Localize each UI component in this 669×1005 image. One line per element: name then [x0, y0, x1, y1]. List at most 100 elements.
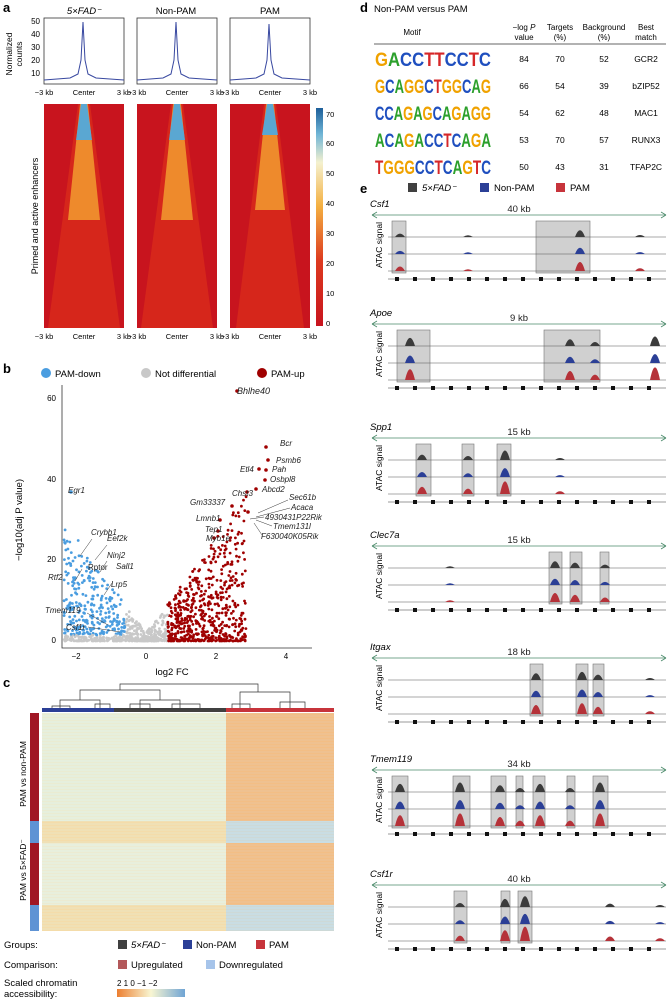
volcano-point: [217, 617, 221, 621]
volcano-point: [219, 629, 223, 633]
volcano-point: [243, 601, 247, 605]
volcano-point: [233, 542, 237, 546]
volcano-point: [215, 611, 219, 615]
volcano-point: [177, 605, 181, 609]
xtick-a3-right: 3 kb: [303, 88, 317, 97]
volcano-point: [230, 583, 234, 587]
volcano-point: [245, 490, 249, 494]
volcano-point: [115, 637, 119, 641]
track-exon: [467, 947, 471, 951]
volcano-point: [195, 619, 199, 623]
volcano-point: [187, 595, 191, 598]
volcano-point: [103, 619, 106, 622]
volcano-point: [85, 565, 89, 569]
volcano-point: [219, 598, 223, 602]
enhancer-heatmaps: [44, 104, 310, 328]
volcano-point: [67, 556, 70, 560]
profile-box-pam: [229, 17, 311, 85]
legend-group-pam: PAM: [269, 940, 289, 951]
volcano-point: [149, 627, 153, 631]
hm-xtick-3c: Center: [259, 332, 282, 341]
legend-down: PAM-down: [55, 369, 101, 380]
volcano-xticks: −2 0 2 4: [71, 652, 288, 661]
volcano-point: [65, 598, 68, 601]
volcano-point: [192, 639, 196, 643]
volcano-point: [185, 587, 188, 591]
leader-7: [87, 626, 121, 633]
volcano-point: [227, 594, 231, 598]
volcano-point: [243, 617, 247, 621]
volcano-point: [212, 536, 216, 540]
track-peak: [550, 593, 560, 602]
track-exon: [539, 386, 543, 390]
motif-match: GCR2: [634, 54, 658, 64]
volcano-point: [105, 636, 109, 640]
volcano-point: [80, 555, 84, 558]
volcano-point: [181, 638, 184, 642]
volcano-point: [263, 478, 267, 482]
volcano-point: [173, 613, 177, 617]
volcano-point: [142, 632, 146, 636]
track-exon: [431, 386, 435, 390]
side-bar-up-2: [30, 843, 39, 905]
volcano-point: [176, 615, 180, 619]
gene-track-csf1r: Csf1r 40 kb ATAC signal: [370, 869, 667, 951]
volcano-point: [199, 590, 203, 593]
volcano-point: [105, 631, 109, 634]
volcano-gene-labels: Bhlhe40 Bcr Psmb6 Etl4 Pah Osbpl8 Abcd2 …: [45, 386, 323, 632]
volcano-point: [209, 623, 213, 627]
motif-logo: ACAGACCTCAGA: [375, 131, 491, 152]
track-peak: [570, 579, 580, 585]
gene-Csf1r: Csf1r: [66, 623, 85, 632]
volcano-point: [77, 586, 81, 590]
track-peak: [417, 454, 427, 460]
volcano-point: [234, 536, 237, 540]
track-exon: [485, 386, 489, 390]
volcano-point: [140, 627, 144, 631]
legend-dot-down: [41, 368, 51, 378]
volcano-point: [78, 625, 82, 629]
legend-scale-title-2: accessibility:: [4, 989, 57, 1000]
volcano-point: [151, 625, 154, 629]
volcano-point: [234, 605, 238, 609]
volcano-point: [214, 636, 218, 640]
track-exon: [647, 832, 651, 836]
track-peak: [520, 896, 530, 907]
motif-targets: 62: [555, 108, 565, 118]
volcano-point: [111, 588, 114, 592]
track-peak: [495, 817, 505, 826]
volcano-point: [243, 638, 247, 642]
track-peak: [555, 457, 565, 460]
track-span-label: 15 kb: [507, 427, 530, 438]
dendro-l5: [129, 703, 151, 708]
volcano-point: [114, 634, 118, 638]
volcano-point: [73, 556, 77, 559]
volcano-point: [112, 591, 116, 595]
track-exon: [413, 947, 417, 951]
volcano-point: [241, 585, 245, 588]
volcano-point: [150, 637, 154, 641]
volcano-point: [239, 638, 243, 642]
track-exon: [467, 386, 471, 390]
volcano-point: [75, 631, 79, 635]
track-peak: [463, 269, 473, 271]
volcano-point: [242, 539, 246, 543]
track-gene-name: Apoe: [369, 308, 392, 319]
volcano-point: [85, 619, 89, 623]
track-exon: [503, 386, 507, 390]
volcano-point: [235, 389, 239, 393]
volcano-point: [240, 531, 243, 535]
track-legend-pam: PAM: [570, 183, 590, 194]
volcano-point: [179, 630, 183, 634]
volcano-point: [188, 627, 191, 631]
volcano-point: [201, 617, 205, 621]
ytick-10: 10: [31, 69, 40, 78]
volcano-point: [83, 612, 86, 615]
track-exon: [449, 832, 453, 836]
volcano-point: [186, 603, 190, 607]
volcano-point: [156, 621, 160, 625]
volcano-point: [187, 638, 191, 642]
vx-0: 0: [144, 652, 149, 661]
track-peak: [455, 935, 465, 941]
motif-background: 39: [599, 81, 609, 91]
